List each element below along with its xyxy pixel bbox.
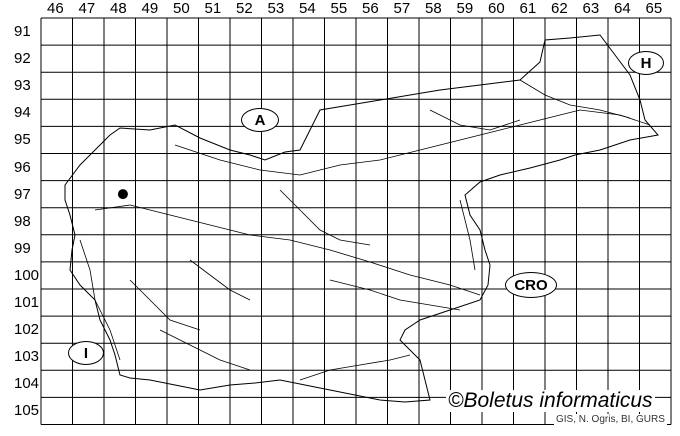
column-label: 46 bbox=[47, 0, 64, 17]
river-idrijca bbox=[129, 279, 201, 331]
river-soca bbox=[79, 239, 121, 361]
column-label: 50 bbox=[173, 0, 190, 17]
column-label: 57 bbox=[393, 0, 411, 17]
column-label: 47 bbox=[78, 0, 96, 17]
copyright-credit: ©Boletus informaticus bbox=[446, 389, 655, 412]
column-label: 56 bbox=[362, 0, 379, 17]
label-croatia: CRO bbox=[505, 272, 557, 298]
row-label: 100 bbox=[14, 266, 40, 284]
river-reka bbox=[159, 329, 251, 371]
column-label: 52 bbox=[236, 0, 253, 17]
column-label: 63 bbox=[582, 0, 600, 17]
column-label: 65 bbox=[645, 0, 663, 17]
row-label: 96 bbox=[14, 158, 31, 176]
row-label: 98 bbox=[14, 212, 31, 230]
river-savinja bbox=[279, 189, 371, 246]
river-krka bbox=[329, 279, 461, 311]
data-source: GIS, N. Ogris, BI, GURS bbox=[554, 414, 667, 425]
column-label: 64 bbox=[614, 0, 631, 17]
column-label: 60 bbox=[488, 0, 505, 17]
column-label: 48 bbox=[110, 0, 127, 17]
column-label: 49 bbox=[141, 0, 159, 17]
river-ljubljanica bbox=[189, 259, 251, 301]
row-label: 93 bbox=[14, 77, 31, 95]
row-label: 92 bbox=[14, 50, 31, 68]
row-label: 104 bbox=[14, 375, 40, 393]
river-pesnica bbox=[429, 109, 521, 131]
row-label: 97 bbox=[14, 185, 31, 203]
label-hungary: H bbox=[628, 51, 664, 75]
column-label: 53 bbox=[267, 0, 285, 17]
row-label: 94 bbox=[14, 104, 31, 122]
column-label: 61 bbox=[519, 0, 537, 17]
row-label: 102 bbox=[14, 321, 40, 339]
row-label: 105 bbox=[14, 402, 40, 420]
column-label: 55 bbox=[330, 0, 348, 17]
row-label: 91 bbox=[14, 23, 31, 40]
river-kolpa bbox=[299, 354, 411, 381]
column-label: 62 bbox=[551, 0, 568, 17]
row-label: 99 bbox=[14, 239, 31, 257]
river-mura bbox=[519, 79, 631, 119]
column-label: 51 bbox=[204, 0, 222, 17]
row-label: 101 bbox=[14, 294, 40, 311]
label-italy: I bbox=[68, 341, 104, 365]
record-marker bbox=[117, 189, 128, 200]
column-label: 58 bbox=[425, 0, 442, 17]
grid-lines bbox=[40, 17, 672, 425]
river-sotla bbox=[459, 199, 476, 271]
row-label: 95 bbox=[14, 131, 31, 149]
column-label: 54 bbox=[299, 0, 316, 17]
slovenia-border bbox=[64, 34, 659, 403]
river-sava bbox=[94, 204, 481, 296]
label-austria: A bbox=[241, 108, 279, 132]
column-label: 59 bbox=[456, 0, 474, 17]
river-drava bbox=[174, 109, 651, 176]
rivers bbox=[79, 79, 651, 381]
row-label: 103 bbox=[14, 348, 40, 366]
